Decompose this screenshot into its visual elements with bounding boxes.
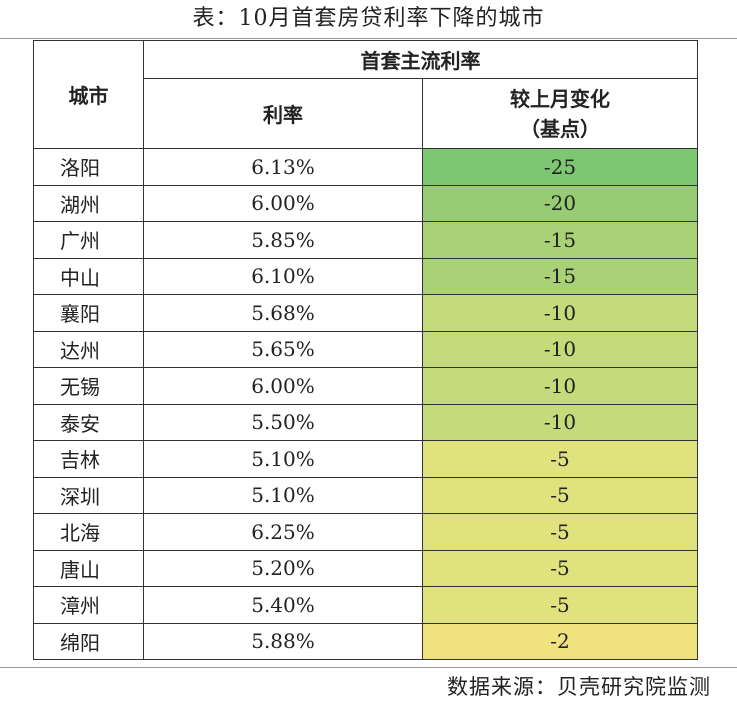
source-note: 数据来源：贝壳研究院监测 [447, 675, 711, 699]
change-cell: -2 [422, 622, 698, 660]
change-cell: -10 [422, 403, 698, 441]
change-cell: -20 [422, 184, 698, 222]
table-row: 漳州 5.40% -5 [33, 586, 698, 624]
table-row: 中山 6.10% -15 [33, 257, 698, 295]
header-rate: 利率 [143, 78, 423, 149]
city-cell: 达州 [33, 330, 144, 368]
rate-cell: 5.50% [143, 403, 423, 441]
city-cell: 唐山 [33, 549, 144, 587]
header-city: 城市 [33, 40, 144, 149]
header-change-line1: 较上月变化 [510, 86, 610, 111]
table-body: 洛阳 6.13% -25 湖州 6.00% -20 广州 5.85% -15 中山 6.10% -15… [33, 148, 698, 660]
city-cell: 绵阳 [33, 622, 144, 660]
header-change: 较上月变化 （基点） [422, 78, 698, 149]
rate-cell: 5.85% [143, 221, 423, 259]
table-title: 表：10月首套房贷利率下降的城市 [192, 6, 545, 31]
change-cell: -5 [422, 513, 698, 551]
city-cell: 漳州 [33, 586, 144, 624]
table-row: 襄阳 5.68% -10 [33, 294, 698, 332]
change-cell: -10 [422, 294, 698, 332]
rate-cell: 6.13% [143, 148, 423, 186]
table-row: 达州 5.65% -10 [33, 330, 698, 368]
city-cell: 洛阳 [33, 148, 144, 186]
change-cell: -5 [422, 440, 698, 478]
rate-cell: 6.00% [143, 367, 423, 405]
city-cell: 中山 [33, 257, 144, 295]
change-cell: -15 [422, 221, 698, 259]
table-row: 广州 5.85% -15 [33, 221, 698, 259]
table-row: 湖州 6.00% -20 [33, 184, 698, 222]
rate-cell: 5.65% [143, 330, 423, 368]
change-cell: -10 [422, 367, 698, 405]
title-divider [0, 38, 737, 39]
rate-cell: 5.10% [143, 440, 423, 478]
table-row: 唐山 5.20% -5 [33, 549, 698, 587]
rate-cell: 6.25% [143, 513, 423, 551]
table-row: 吉林 5.10% -5 [33, 440, 698, 478]
change-cell: -5 [422, 586, 698, 624]
city-cell: 泰安 [33, 403, 144, 441]
rate-cell: 5.68% [143, 294, 423, 332]
change-cell: -15 [422, 257, 698, 295]
rate-cell: 6.10% [143, 257, 423, 295]
rate-cell: 5.20% [143, 549, 423, 587]
city-cell: 湖州 [33, 184, 144, 222]
footer-divider [0, 667, 737, 668]
table-row: 北海 6.25% -5 [33, 513, 698, 551]
change-cell: -5 [422, 476, 698, 514]
rate-cell: 5.88% [143, 622, 423, 660]
city-cell: 北海 [33, 513, 144, 551]
change-cell: -10 [422, 330, 698, 368]
table-row: 深圳 5.10% -5 [33, 476, 698, 514]
city-cell: 无锡 [33, 367, 144, 405]
change-cell: -5 [422, 549, 698, 587]
city-cell: 吉林 [33, 440, 144, 478]
table-row: 无锡 6.00% -10 [33, 367, 698, 405]
table-row: 绵阳 5.88% -2 [33, 622, 698, 660]
change-cell: -25 [422, 148, 698, 186]
city-cell: 广州 [33, 221, 144, 259]
mortgage-rate-table: 城市 首套主流利率 利率 较上月变化 （基点） 洛阳 6.13% -25 湖州 6.00… [33, 40, 698, 660]
header-group: 首套主流利率 [143, 40, 698, 79]
rate-cell: 5.40% [143, 586, 423, 624]
header-change-line2: （基点） [520, 116, 600, 141]
city-cell: 襄阳 [33, 294, 144, 332]
rate-cell: 6.00% [143, 184, 423, 222]
table-row: 泰安 5.50% -10 [33, 403, 698, 441]
table-row: 洛阳 6.13% -25 [33, 148, 698, 186]
rate-cell: 5.10% [143, 476, 423, 514]
city-cell: 深圳 [33, 476, 144, 514]
